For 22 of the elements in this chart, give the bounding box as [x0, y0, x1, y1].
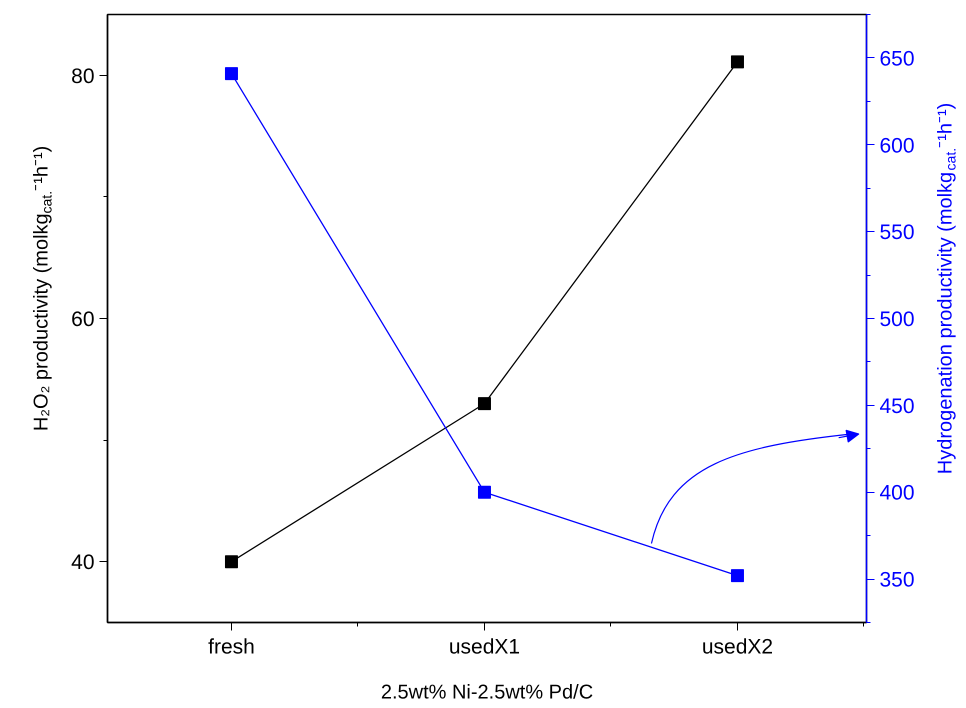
- y2-tick-label: 550: [880, 221, 915, 244]
- y-tick-label: 60: [71, 308, 94, 331]
- y2-axis-title: Hydrogenation productivity (molkgcat.⁻¹h⁻¹): [934, 102, 958, 474]
- point: [478, 397, 491, 410]
- y-axis-title: H₂O₂ productivity (molkgcat.⁻¹h⁻¹): [30, 146, 54, 432]
- point: [224, 555, 238, 568]
- point: [730, 569, 744, 582]
- y2-tick-label: 650: [880, 47, 915, 70]
- y2-tick-label: 450: [880, 394, 915, 418]
- y2-tick-label: 350: [880, 568, 915, 592]
- x-tick-label: fresh: [208, 636, 255, 658]
- y2-tick-label: 400: [880, 482, 915, 505]
- y2-tick-label: 500: [880, 308, 915, 331]
- x-tick-label: usedX1: [448, 636, 520, 658]
- x-tick-label: usedX2: [702, 636, 774, 658]
- y-tick-label: 40: [71, 551, 94, 574]
- point: [730, 55, 744, 68]
- y-tick-label: 80: [71, 64, 94, 88]
- x-axis-title: 2.5wt% Ni-2.5wt% Pd/C: [380, 682, 594, 704]
- y2-tick-label: 600: [880, 134, 915, 158]
- point: [224, 67, 238, 80]
- point: [478, 486, 491, 499]
